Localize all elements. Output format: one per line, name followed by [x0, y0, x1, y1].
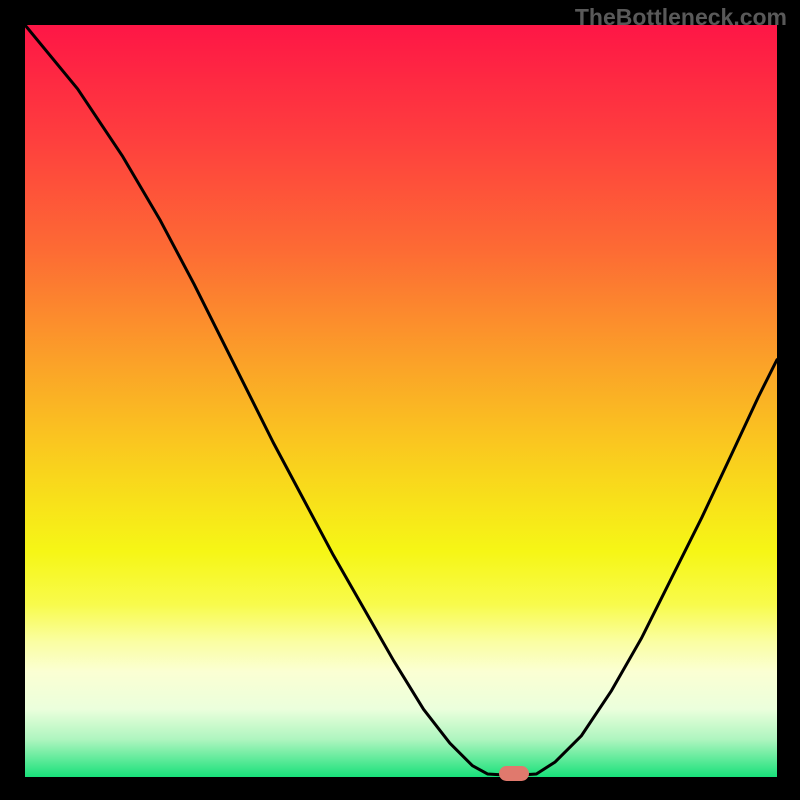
watermark-text: TheBottleneck.com — [575, 4, 787, 31]
bottleneck-curve — [25, 25, 777, 777]
plot-area — [25, 25, 777, 777]
minimum-marker — [499, 766, 529, 781]
chart-root: TheBottleneck.com — [0, 0, 800, 800]
